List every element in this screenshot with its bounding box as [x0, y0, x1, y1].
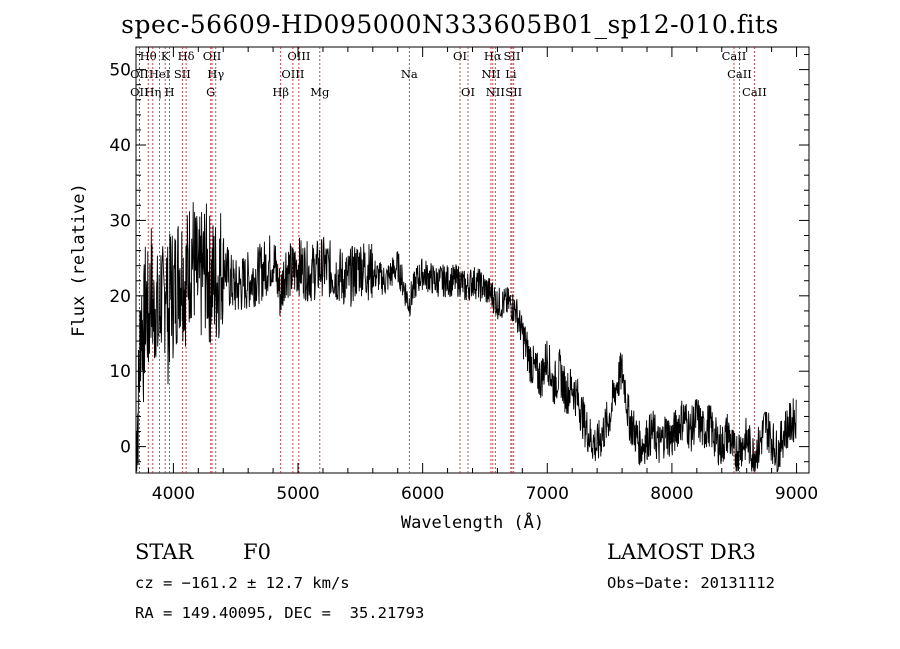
- emission-line-label: CaII: [722, 49, 747, 63]
- emission-line-label: Hδ: [178, 49, 195, 63]
- emission-line-label: NII: [481, 67, 500, 81]
- obs-date: Obs−Date: 20131112: [607, 574, 775, 592]
- axes: 4000 5000 6000 7000 8000 9000 0 10 20 30 40 50 Wavel…: [69, 47, 818, 533]
- y-tick-label: 0: [120, 438, 131, 458]
- emission-line-label: OII: [130, 67, 149, 81]
- emission-line-label: G: [206, 85, 215, 99]
- object-class: STAR: [135, 540, 194, 564]
- emission-line-label: Hη: [144, 85, 161, 99]
- flux-series: [135, 202, 797, 472]
- emission-line-label: H: [165, 85, 175, 99]
- emission-line-label: CaII: [742, 85, 767, 99]
- emission-line-label: Hβ: [272, 85, 289, 99]
- emission-line-label: K: [161, 49, 170, 63]
- emission-line-label: OI: [453, 49, 467, 63]
- y-tick-label: 40: [109, 136, 131, 156]
- x-tick-label: 7000: [526, 484, 569, 504]
- emission-line-label: OIII: [281, 67, 304, 81]
- ra-dec: RA = 149.40095, DEC = 35.21793: [135, 604, 425, 622]
- y-tick-label: 10: [109, 362, 131, 382]
- x-tick-label: 4000: [152, 484, 195, 504]
- survey-name: LAMOST DR3: [607, 540, 756, 564]
- emission-line-label: SII: [505, 85, 522, 99]
- chart-title: spec-56609-HD095000N333605B01_sp12-010.f…: [121, 10, 779, 39]
- emission-line-label: OII: [203, 49, 222, 63]
- emission-line-label: OIII: [287, 49, 310, 63]
- x-tick-label: 8000: [650, 484, 693, 504]
- x-tick-label: 9000: [775, 484, 818, 504]
- emission-line-label: SII: [174, 67, 191, 81]
- y-tick-label: 50: [109, 61, 131, 81]
- flux-line: [135, 202, 797, 472]
- emission-line-label: SII: [504, 49, 521, 63]
- emission-line-label: NII: [486, 85, 505, 99]
- redshift-cz: cz = −161.2 ± 12.7 km/s: [135, 574, 350, 592]
- emission-line-label: Li: [505, 67, 517, 81]
- object-subclass: F0: [243, 540, 271, 564]
- emission-line-label: OI: [461, 85, 475, 99]
- x-tick-label: 6000: [401, 484, 444, 504]
- emission-line-label: CaII: [727, 67, 752, 81]
- y-tick-label: 30: [109, 211, 131, 231]
- emission-line-label: Mg: [310, 85, 330, 99]
- y-axis-label: Flux (relative): [69, 183, 89, 337]
- emission-line-label: Na: [401, 67, 418, 81]
- emission-line-label: HeI: [149, 67, 170, 81]
- emission-line-label: Hα: [484, 49, 502, 63]
- x-axis-label: Wavelength (Å): [401, 511, 544, 533]
- y-tick-label: 20: [109, 287, 131, 307]
- emission-line-label: OII: [130, 85, 149, 99]
- x-tick-label: 5000: [276, 484, 319, 504]
- emission-line-label: Hγ: [207, 67, 224, 81]
